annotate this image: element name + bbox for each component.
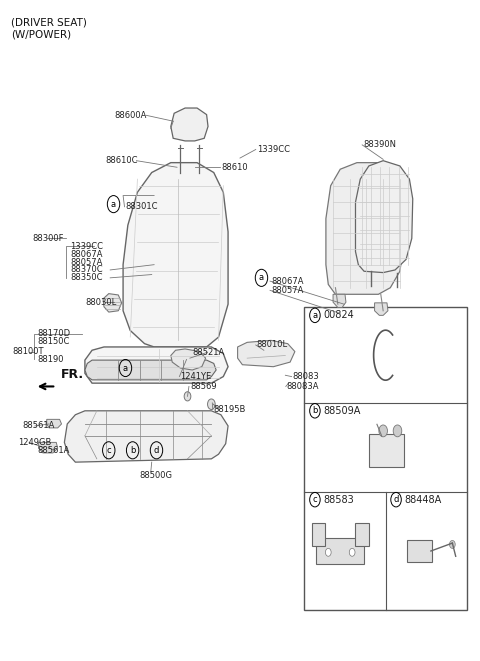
Text: 88010L: 88010L [257, 340, 288, 350]
FancyBboxPatch shape [312, 524, 325, 546]
Text: 88448A: 88448A [405, 494, 442, 504]
Text: a: a [123, 364, 128, 373]
Circle shape [207, 399, 215, 409]
Text: 88195B: 88195B [214, 405, 246, 414]
Text: 88067A: 88067A [271, 277, 303, 286]
Text: 1241YE: 1241YE [180, 372, 212, 381]
Text: a: a [312, 311, 317, 320]
Text: 88170D: 88170D [37, 329, 70, 338]
Circle shape [89, 412, 96, 422]
Polygon shape [333, 294, 346, 307]
Text: 1249GB: 1249GB [18, 438, 51, 447]
Polygon shape [103, 293, 121, 312]
Circle shape [379, 425, 387, 437]
FancyBboxPatch shape [407, 540, 432, 563]
Text: 00824: 00824 [324, 311, 354, 321]
Text: 88057A: 88057A [71, 258, 103, 266]
Circle shape [203, 412, 210, 422]
Text: 88030L: 88030L [85, 297, 116, 307]
Text: 88509A: 88509A [324, 406, 361, 416]
Text: 88561A: 88561A [23, 422, 55, 430]
Polygon shape [326, 163, 405, 294]
Circle shape [349, 549, 355, 557]
Polygon shape [171, 108, 208, 141]
Polygon shape [38, 442, 58, 453]
Text: (DRIVER SEAT): (DRIVER SEAT) [11, 18, 87, 28]
FancyBboxPatch shape [355, 524, 369, 546]
Polygon shape [123, 163, 228, 347]
Circle shape [393, 425, 402, 437]
FancyBboxPatch shape [316, 539, 364, 564]
Text: b: b [130, 446, 135, 455]
Text: d: d [154, 446, 159, 455]
Polygon shape [238, 340, 295, 367]
Text: 88083: 88083 [292, 372, 319, 381]
Text: 88521A: 88521A [192, 348, 225, 357]
Circle shape [89, 444, 96, 453]
Text: 88300F: 88300F [33, 234, 64, 243]
Text: 1339CC: 1339CC [257, 145, 290, 154]
Text: 88370C: 88370C [71, 266, 103, 274]
Text: 88600A: 88600A [115, 111, 147, 120]
Text: 88390N: 88390N [363, 140, 396, 149]
Text: 88561A: 88561A [37, 446, 70, 455]
Polygon shape [171, 349, 205, 370]
Text: c: c [107, 446, 111, 455]
Polygon shape [374, 303, 388, 315]
Circle shape [325, 549, 331, 557]
Polygon shape [85, 347, 228, 383]
Text: 88350C: 88350C [71, 274, 103, 282]
Text: 88569: 88569 [190, 382, 216, 391]
Text: 88150C: 88150C [37, 337, 70, 346]
Text: 88583: 88583 [324, 494, 354, 504]
Text: c: c [312, 495, 317, 504]
Text: 88610: 88610 [221, 163, 248, 172]
Text: (W/POWER): (W/POWER) [11, 29, 71, 39]
Circle shape [449, 541, 455, 549]
Text: 88190: 88190 [37, 355, 64, 364]
Text: 88083A: 88083A [287, 382, 319, 391]
Polygon shape [64, 410, 228, 462]
Text: 88301C: 88301C [125, 202, 158, 212]
Polygon shape [356, 161, 413, 272]
Text: 88057A: 88057A [271, 286, 303, 295]
FancyBboxPatch shape [304, 307, 467, 610]
Text: 88100T: 88100T [12, 347, 43, 356]
FancyBboxPatch shape [369, 434, 404, 467]
Text: FR.: FR. [61, 368, 84, 381]
Circle shape [184, 392, 191, 401]
Text: b: b [312, 407, 318, 415]
Text: 88610C: 88610C [105, 156, 137, 165]
Text: 88067A: 88067A [71, 250, 103, 258]
Circle shape [203, 444, 210, 453]
Text: d: d [394, 495, 399, 504]
Text: a: a [259, 274, 264, 282]
Polygon shape [85, 360, 216, 380]
Text: 1339CC: 1339CC [71, 242, 104, 251]
Text: 88500G: 88500G [140, 471, 173, 480]
Polygon shape [47, 419, 61, 428]
Text: a: a [111, 200, 116, 209]
